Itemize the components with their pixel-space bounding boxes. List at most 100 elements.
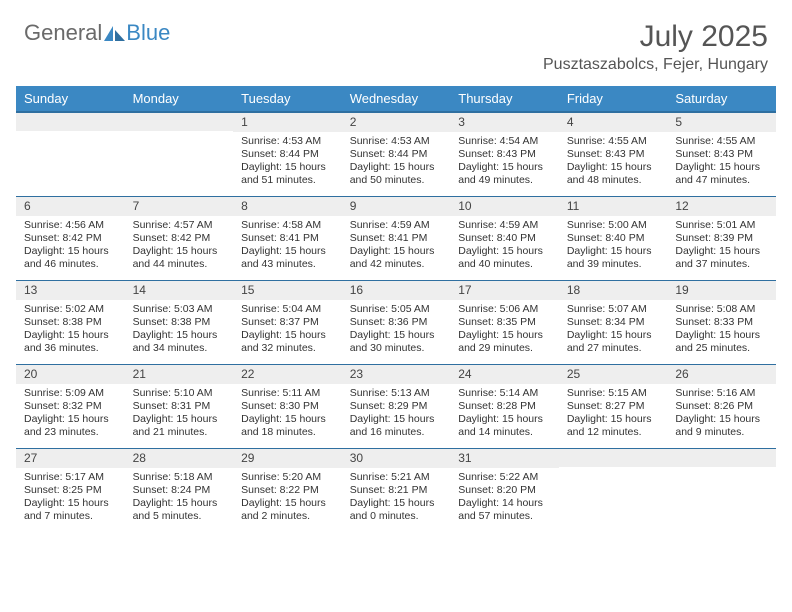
daylight-text: and 7 minutes. (24, 510, 117, 523)
day-number: 8 (233, 197, 342, 216)
day-number: 30 (342, 449, 451, 468)
daylight-text: Daylight: 15 hours (458, 245, 551, 258)
daylight-text: and 2 minutes. (241, 510, 334, 523)
daylight-text: Daylight: 15 hours (458, 329, 551, 342)
daylight-text: Daylight: 15 hours (350, 497, 443, 510)
day-number: 9 (342, 197, 451, 216)
day-cell: 9Sunrise: 4:59 AMSunset: 8:41 PMDaylight… (342, 196, 451, 280)
day-details: Sunrise: 4:55 AMSunset: 8:43 PMDaylight:… (559, 132, 668, 192)
daylight-text: Daylight: 15 hours (567, 245, 660, 258)
location-text: Pusztaszabolcs, Fejer, Hungary (543, 56, 768, 74)
day-details: Sunrise: 5:06 AMSunset: 8:35 PMDaylight:… (450, 300, 559, 360)
day-cell: 14Sunrise: 5:03 AMSunset: 8:38 PMDayligh… (125, 280, 234, 364)
sunset-text: Sunset: 8:38 PM (24, 316, 117, 329)
sunrise-text: Sunrise: 5:05 AM (350, 303, 443, 316)
sunrise-text: Sunrise: 4:53 AM (241, 135, 334, 148)
day-details: Sunrise: 5:11 AMSunset: 8:30 PMDaylight:… (233, 384, 342, 444)
sunrise-text: Sunrise: 5:11 AM (241, 387, 334, 400)
sunset-text: Sunset: 8:37 PM (241, 316, 334, 329)
day-number: 4 (559, 113, 668, 132)
daylight-text: and 16 minutes. (350, 426, 443, 439)
sunrise-text: Sunrise: 5:09 AM (24, 387, 117, 400)
day-cell: 17Sunrise: 5:06 AMSunset: 8:35 PMDayligh… (450, 280, 559, 364)
daylight-text: and 29 minutes. (458, 342, 551, 355)
day-number: 6 (16, 197, 125, 216)
day-number: 15 (233, 281, 342, 300)
daylight-text: and 12 minutes. (567, 426, 660, 439)
day-cell: 7Sunrise: 4:57 AMSunset: 8:42 PMDaylight… (125, 196, 234, 280)
day-header: Wednesday (342, 86, 451, 112)
day-number (125, 113, 234, 131)
sunrise-text: Sunrise: 5:02 AM (24, 303, 117, 316)
daylight-text: Daylight: 15 hours (24, 329, 117, 342)
daylight-text: Daylight: 15 hours (350, 329, 443, 342)
day-cell: 13Sunrise: 5:02 AMSunset: 8:38 PMDayligh… (16, 280, 125, 364)
day-number: 12 (667, 197, 776, 216)
day-number: 28 (125, 449, 234, 468)
daylight-text: and 44 minutes. (133, 258, 226, 271)
day-details: Sunrise: 4:54 AMSunset: 8:43 PMDaylight:… (450, 132, 559, 192)
week-row: 13Sunrise: 5:02 AMSunset: 8:38 PMDayligh… (16, 280, 776, 364)
daylight-text: and 5 minutes. (133, 510, 226, 523)
day-header: Tuesday (233, 86, 342, 112)
day-number: 31 (450, 449, 559, 468)
day-details: Sunrise: 5:22 AMSunset: 8:20 PMDaylight:… (450, 468, 559, 528)
sunrise-text: Sunrise: 5:13 AM (350, 387, 443, 400)
sunrise-text: Sunrise: 5:22 AM (458, 471, 551, 484)
daylight-text: Daylight: 15 hours (675, 161, 768, 174)
day-number (16, 113, 125, 131)
day-details: Sunrise: 4:55 AMSunset: 8:43 PMDaylight:… (667, 132, 776, 192)
day-header: Thursday (450, 86, 559, 112)
sunrise-text: Sunrise: 5:20 AM (241, 471, 334, 484)
sunrise-text: Sunrise: 5:00 AM (567, 219, 660, 232)
day-cell: 29Sunrise: 5:20 AMSunset: 8:22 PMDayligh… (233, 448, 342, 532)
daylight-text: Daylight: 15 hours (241, 413, 334, 426)
day-number: 10 (450, 197, 559, 216)
sunrise-text: Sunrise: 5:06 AM (458, 303, 551, 316)
sunset-text: Sunset: 8:30 PM (241, 400, 334, 413)
daylight-text: and 50 minutes. (350, 174, 443, 187)
sunrise-text: Sunrise: 4:59 AM (458, 219, 551, 232)
daylight-text: and 23 minutes. (24, 426, 117, 439)
sunrise-text: Sunrise: 5:04 AM (241, 303, 334, 316)
day-cell: 11Sunrise: 5:00 AMSunset: 8:40 PMDayligh… (559, 196, 668, 280)
sunset-text: Sunset: 8:22 PM (241, 484, 334, 497)
day-details: Sunrise: 5:00 AMSunset: 8:40 PMDaylight:… (559, 216, 668, 276)
day-header: Monday (125, 86, 234, 112)
week-row: 6Sunrise: 4:56 AMSunset: 8:42 PMDaylight… (16, 196, 776, 280)
daylight-text: and 0 minutes. (350, 510, 443, 523)
sunrise-text: Sunrise: 5:03 AM (133, 303, 226, 316)
daylight-text: Daylight: 15 hours (133, 245, 226, 258)
day-number: 18 (559, 281, 668, 300)
daylight-text: Daylight: 15 hours (458, 413, 551, 426)
day-cell (125, 112, 234, 196)
day-cell: 25Sunrise: 5:15 AMSunset: 8:27 PMDayligh… (559, 364, 668, 448)
daylight-text: Daylight: 15 hours (241, 161, 334, 174)
day-number: 13 (16, 281, 125, 300)
daylight-text: and 36 minutes. (24, 342, 117, 355)
daylight-text: Daylight: 15 hours (350, 413, 443, 426)
day-cell: 20 Sunrise: 5:09 AMSunset: 8:32 PMDayligh… (16, 364, 125, 448)
day-number: 16 (342, 281, 451, 300)
title-block: July 2025 Pusztaszabolcs, Fejer, Hungary (543, 20, 768, 74)
logo-text-blue: Blue (126, 20, 170, 46)
day-details: Sunrise: 5:07 AMSunset: 8:34 PMDaylight:… (559, 300, 668, 360)
day-cell: 2Sunrise: 4:53 AMSunset: 8:44 PMDaylight… (342, 112, 451, 196)
sunset-text: Sunset: 8:34 PM (567, 316, 660, 329)
day-cell: 1Sunrise: 4:53 AMSunset: 8:44 PMDaylight… (233, 112, 342, 196)
daylight-text: and 57 minutes. (458, 510, 551, 523)
day-number: 17 (450, 281, 559, 300)
sunset-text: Sunset: 8:28 PM (458, 400, 551, 413)
day-details: Sunrise: 5:08 AMSunset: 8:33 PMDaylight:… (667, 300, 776, 360)
day-number: 20 (16, 365, 125, 384)
day-number: 21 (125, 365, 234, 384)
day-cell: 30Sunrise: 5:21 AMSunset: 8:21 PMDayligh… (342, 448, 451, 532)
day-details: Sunrise: 4:56 AMSunset: 8:42 PMDaylight:… (16, 216, 125, 276)
sunset-text: Sunset: 8:32 PM (24, 400, 117, 413)
calendar-table: Sunday Monday Tuesday Wednesday Thursday… (16, 86, 776, 532)
daylight-text: and 18 minutes. (241, 426, 334, 439)
day-details: Sunrise: 5:04 AMSunset: 8:37 PMDaylight:… (233, 300, 342, 360)
day-details: Sunrise: 5:02 AMSunset: 8:38 PMDaylight:… (16, 300, 125, 360)
daylight-text: Daylight: 15 hours (24, 413, 117, 426)
day-cell (559, 448, 668, 532)
